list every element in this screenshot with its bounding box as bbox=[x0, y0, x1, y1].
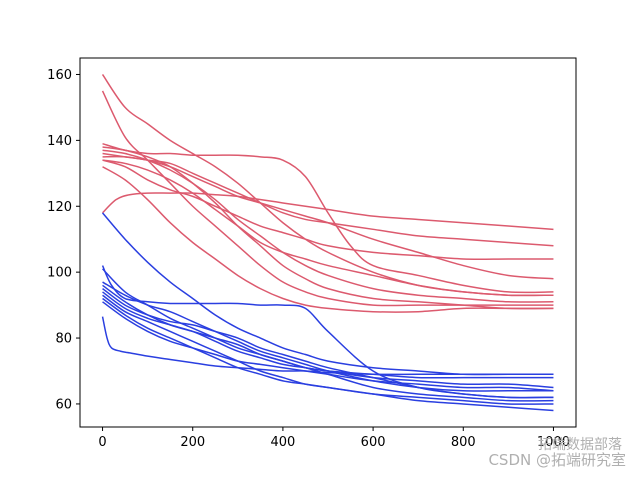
y-tick-label: 100 bbox=[47, 266, 72, 281]
plot-frame bbox=[79, 57, 577, 428]
y-tick-label: 140 bbox=[47, 134, 72, 149]
red-series-line-5 bbox=[102, 149, 554, 303]
y-tick-label: 80 bbox=[55, 332, 72, 347]
blue-series-line-5 bbox=[102, 284, 554, 402]
x-tick-label: 1000 bbox=[537, 435, 570, 450]
red-series-line-11 bbox=[102, 159, 554, 260]
blue-series-line-8 bbox=[102, 294, 554, 405]
red-series-line-1 bbox=[101, 74, 554, 297]
blue-series-line-11 bbox=[101, 316, 554, 376]
x-tick-label: 600 bbox=[361, 435, 386, 450]
blue-series-line-1 bbox=[101, 212, 554, 376]
red-series-line-4 bbox=[102, 146, 554, 310]
red-series-line-3 bbox=[102, 142, 554, 294]
red-series-line-10 bbox=[102, 192, 554, 231]
red-series-line-2 bbox=[101, 90, 554, 307]
blue-series-line-3 bbox=[102, 268, 554, 389]
blue-series-line-7 bbox=[102, 291, 554, 379]
series-lines bbox=[101, 74, 554, 412]
x-tick-label: 400 bbox=[270, 435, 295, 450]
red-series-line-8 bbox=[102, 159, 554, 297]
blue-series-line-4 bbox=[102, 281, 554, 392]
x-tick-label: 200 bbox=[180, 435, 205, 450]
x-tick-label: 0 bbox=[98, 435, 106, 450]
red-series-line-6 bbox=[102, 152, 554, 280]
y-tick-label: 120 bbox=[47, 200, 72, 215]
blue-series-line-6 bbox=[102, 288, 554, 399]
watermark-line-2: CSDN @拓端研究室 bbox=[488, 451, 626, 469]
red-series-line-9 bbox=[102, 166, 554, 313]
red-series-line-7 bbox=[102, 155, 554, 247]
axis-ticks: 0 200 400 600 800 1000 60 80 100 120 140 160 bbox=[47, 68, 570, 450]
blue-series-line-9 bbox=[102, 297, 554, 412]
x-tick-label: 800 bbox=[451, 435, 476, 450]
blue-series-line-10 bbox=[102, 301, 554, 392]
watermark-line-1: 拓端数据部落 bbox=[538, 437, 622, 453]
y-tick-label: 60 bbox=[55, 397, 72, 412]
y-tick-label: 160 bbox=[47, 68, 72, 83]
